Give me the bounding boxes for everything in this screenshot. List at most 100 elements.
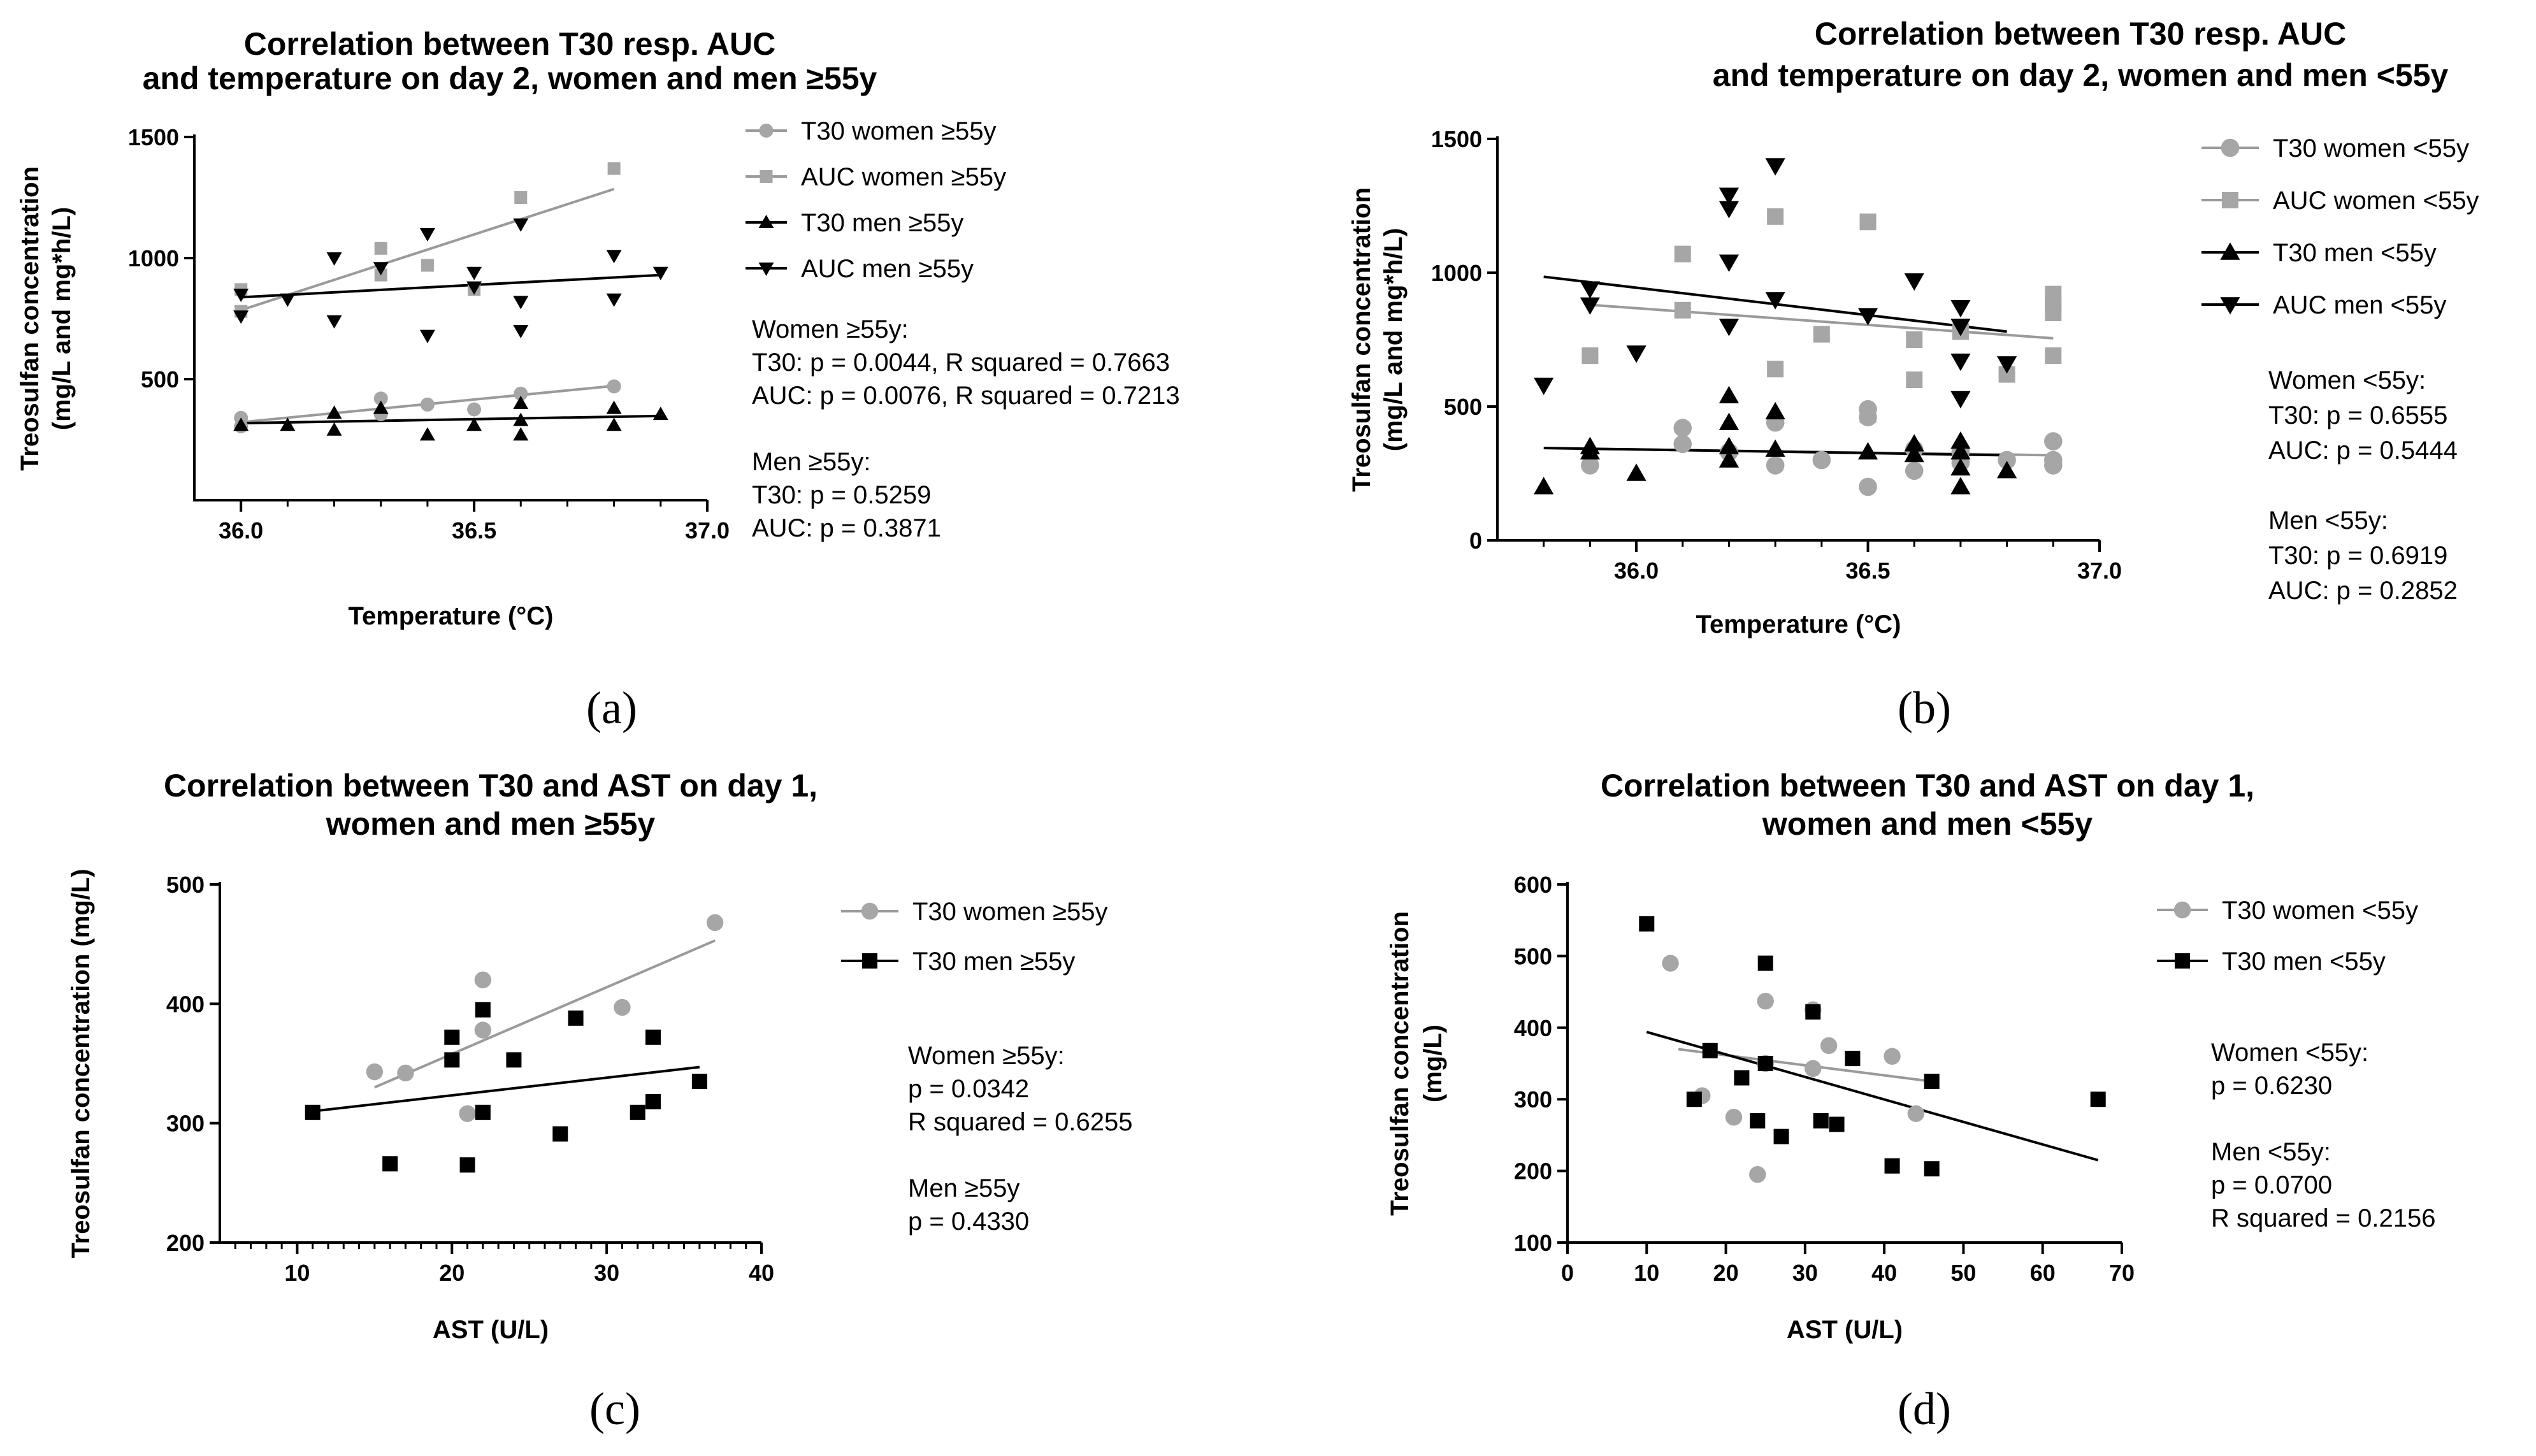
panel-b: Correlation between T30 resp. AUC and tem… <box>1348 16 2479 733</box>
x-tick-label: 50 <box>1950 1260 1976 1286</box>
x-tick-label: 20 <box>1713 1260 1739 1286</box>
data-point <box>1805 1060 1822 1078</box>
data-point <box>606 293 622 307</box>
data-point <box>2045 347 2062 364</box>
data-point <box>373 262 389 276</box>
data-point <box>459 1157 475 1173</box>
x-tick-label: 0 <box>1561 1260 1574 1286</box>
y-tick-label: 600 <box>1514 872 1552 898</box>
data-point <box>1950 442 1971 460</box>
data-point <box>1766 456 1785 475</box>
data-point <box>1626 463 1646 481</box>
data-point <box>514 386 528 401</box>
data-point <box>1718 412 1740 430</box>
y-tick-label: 400 <box>166 991 205 1017</box>
data-point <box>1773 1128 1789 1144</box>
data-point <box>326 405 342 419</box>
data-point <box>1950 299 1971 318</box>
data-point <box>419 228 435 241</box>
data-point <box>2044 432 2063 450</box>
y-tick-label: 1500 <box>1431 126 1482 152</box>
data-point <box>1998 450 2016 470</box>
data-point <box>1765 439 1785 457</box>
stats-text-line: T30: p = 0.5259 <box>752 481 931 509</box>
x-tick-label: 10 <box>1634 1260 1659 1286</box>
y-tick-label: 300 <box>1514 1086 1552 1113</box>
data-point <box>607 162 621 175</box>
data-point <box>1829 1116 1845 1132</box>
data-point <box>606 400 622 414</box>
stats-text-line: p = 0.6230 <box>2211 1072 2332 1100</box>
stats-text-line: p = 0.0342 <box>908 1075 1029 1103</box>
stats-text-line: Women ≥55y: <box>908 1042 1065 1070</box>
stats-text-line: T30: p = 0.6919 <box>2268 542 2447 570</box>
stats-text-line: AUC: p = 0.5444 <box>2268 436 2458 465</box>
x-tick-label: 36.5 <box>1845 558 1890 584</box>
x-tick-label: 36.0 <box>1614 558 1659 584</box>
data-point <box>1924 1074 1940 1090</box>
data-point <box>1673 435 1692 454</box>
stats-text-line: T30: p = 0.0044, R squared = 0.7663 <box>752 349 1170 377</box>
legend-label: T30 women <55y <box>2273 134 2469 162</box>
stats-text-line: p = 0.0700 <box>2211 1171 2332 1199</box>
panel-caption: (d) <box>1898 1383 1951 1434</box>
y-tick-label: 500 <box>166 872 205 898</box>
legend-marker <box>758 215 774 228</box>
data-point <box>1813 326 1830 343</box>
fit-line <box>241 273 661 299</box>
data-point <box>1859 477 1877 496</box>
data-point <box>366 1063 384 1081</box>
chart-title-line: Correlation between T30 and AST on day 1… <box>164 768 818 804</box>
y-tick-label: 1000 <box>128 245 179 271</box>
data-point <box>513 218 529 232</box>
data-point <box>513 427 529 441</box>
data-point <box>607 379 621 394</box>
data-point <box>1884 1048 1901 1065</box>
legend-label: T30 men ≥55y <box>912 948 1075 976</box>
x-axis-label: AST (U/L) <box>433 1316 549 1344</box>
y-tick-label: 500 <box>1444 394 1482 420</box>
data-point <box>382 1156 398 1172</box>
stats-text-line: AUC: p = 0.0076, R squared = 0.7213 <box>752 382 1180 410</box>
data-point <box>1924 1161 1940 1177</box>
data-point <box>1702 1042 1718 1058</box>
y-axis-label-line: Treosulfan concentration (mg/L) <box>67 869 95 1258</box>
data-point <box>1905 461 1924 480</box>
stats-text-line: Men <55y: <box>2211 1138 2331 1166</box>
data-point <box>513 396 529 409</box>
data-point <box>1765 158 1785 176</box>
data-point <box>652 407 668 421</box>
data-point <box>466 417 482 431</box>
stats-text-line: Men ≥55y <box>908 1174 1019 1202</box>
data-point <box>706 914 724 932</box>
data-point <box>645 1093 661 1109</box>
legend-label: AUC women <55y <box>2273 187 2479 215</box>
data-point <box>1580 297 1600 315</box>
data-point <box>1718 450 1740 468</box>
data-point <box>1857 308 1878 326</box>
panel-caption: (c) <box>589 1383 640 1434</box>
legend-label: T30 women ≥55y <box>912 898 1108 926</box>
fit-line <box>240 187 615 312</box>
panel-caption: (b) <box>1898 682 1951 733</box>
data-point <box>1812 450 1831 470</box>
y-tick-label: 200 <box>1514 1158 1552 1185</box>
legend-marker <box>2220 242 2240 260</box>
x-tick-label: 36.5 <box>452 517 496 544</box>
data-point <box>326 252 342 266</box>
stats-text-line: Women ≥55y: <box>752 315 909 343</box>
legend-marker <box>2220 297 2240 315</box>
stats-text-line: Women <55y: <box>2211 1039 2368 1067</box>
x-tick-label: 36.0 <box>219 517 263 544</box>
data-point <box>630 1104 645 1120</box>
data-point <box>1534 477 1554 494</box>
data-point <box>1859 406 1877 423</box>
data-point <box>420 397 435 412</box>
fit-line <box>1590 303 2054 340</box>
data-point <box>1904 445 1924 463</box>
data-point <box>374 241 387 255</box>
legend-marker <box>759 124 774 138</box>
data-point <box>506 1052 522 1068</box>
legend-label: AUC men ≥55y <box>801 255 974 283</box>
data-point <box>475 1002 491 1018</box>
